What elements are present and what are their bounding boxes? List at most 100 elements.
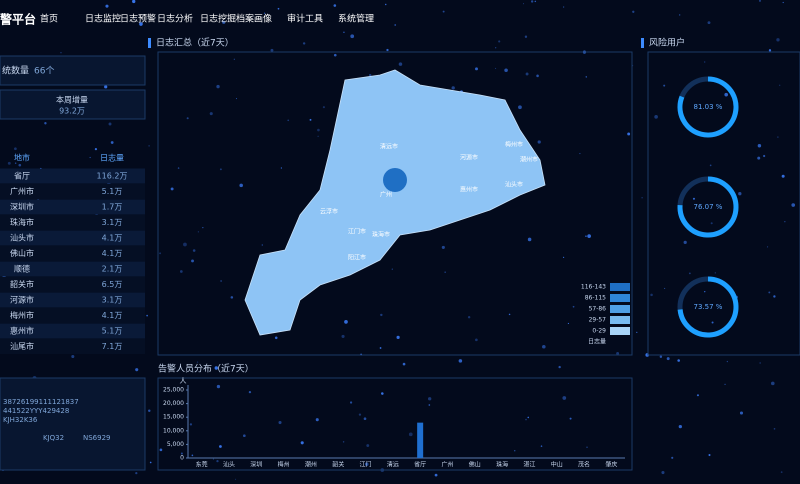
star bbox=[287, 119, 290, 122]
chart-title: 告警人员分布（近7天） bbox=[158, 363, 254, 375]
city-label: 梅州市 bbox=[505, 141, 523, 149]
star bbox=[261, 244, 263, 246]
city-label: 珠海市 bbox=[372, 231, 390, 239]
star bbox=[572, 305, 575, 308]
table-row bbox=[0, 308, 145, 323]
x-tick-label: 中山 bbox=[551, 461, 563, 469]
star bbox=[523, 3, 525, 5]
star bbox=[498, 40, 501, 43]
gauge-arc bbox=[677, 276, 739, 338]
table-row bbox=[0, 323, 145, 339]
star bbox=[650, 293, 653, 297]
brand: 警平台 bbox=[0, 12, 36, 27]
star bbox=[44, 122, 47, 125]
star bbox=[562, 6, 565, 8]
star bbox=[300, 441, 304, 445]
table-cell: 珠海市 bbox=[10, 217, 34, 227]
legend-swatch bbox=[610, 316, 630, 324]
star bbox=[191, 454, 194, 457]
star bbox=[495, 67, 497, 69]
star bbox=[369, 73, 372, 77]
table-cell: 5.1万 bbox=[102, 327, 123, 336]
star bbox=[202, 226, 204, 229]
city-label: 汕头市 bbox=[505, 181, 523, 189]
star bbox=[219, 168, 222, 171]
star bbox=[177, 167, 180, 169]
star bbox=[508, 313, 511, 316]
star bbox=[396, 335, 400, 339]
table-cell: 4.1万 bbox=[102, 249, 123, 258]
star bbox=[579, 153, 581, 155]
gauge-label: 81.03 % bbox=[694, 103, 723, 111]
star bbox=[219, 445, 222, 448]
gauge-label: 76.07 % bbox=[694, 203, 723, 211]
star bbox=[317, 135, 319, 137]
nav-item: 日志预警 bbox=[120, 13, 156, 25]
star bbox=[724, 92, 729, 97]
table-row bbox=[0, 168, 145, 184]
nav-item: 日志分析 bbox=[157, 13, 193, 25]
star bbox=[14, 162, 17, 164]
star bbox=[349, 401, 353, 404]
star bbox=[280, 167, 282, 169]
star bbox=[527, 416, 530, 419]
star bbox=[18, 163, 22, 167]
table-row bbox=[0, 246, 145, 261]
star bbox=[105, 4, 109, 8]
star bbox=[216, 459, 219, 463]
star bbox=[562, 396, 567, 400]
star bbox=[146, 314, 148, 317]
star bbox=[779, 84, 781, 86]
x-tick-label: 省厅 bbox=[414, 461, 426, 469]
star bbox=[350, 34, 355, 39]
star bbox=[366, 444, 370, 447]
star bbox=[134, 17, 136, 19]
legend-swatch bbox=[610, 283, 630, 291]
star bbox=[60, 51, 62, 54]
star bbox=[110, 141, 114, 144]
star bbox=[278, 420, 282, 425]
star bbox=[230, 296, 234, 299]
star bbox=[781, 174, 785, 178]
star bbox=[159, 448, 163, 452]
star bbox=[707, 21, 711, 25]
star bbox=[216, 384, 221, 389]
table-cell: 汕头市 bbox=[10, 233, 34, 243]
star bbox=[738, 192, 742, 196]
legend-swatch bbox=[610, 305, 630, 313]
table-header: 地市 bbox=[14, 153, 30, 163]
map-title: 日志汇总（近7天） bbox=[156, 37, 234, 49]
table-cell: 梅州市 bbox=[10, 310, 34, 320]
star bbox=[358, 413, 362, 416]
star bbox=[139, 22, 143, 26]
table-cell: 惠州市 bbox=[10, 326, 34, 336]
table-row bbox=[0, 339, 145, 354]
star bbox=[451, 86, 455, 90]
star bbox=[441, 245, 445, 250]
risk-title: 风险用户 bbox=[649, 37, 685, 49]
stat-value: 93.2万 bbox=[59, 107, 85, 116]
star bbox=[688, 272, 691, 275]
star bbox=[239, 183, 243, 188]
star bbox=[768, 49, 772, 52]
star bbox=[540, 445, 543, 447]
city-label: 清远市 bbox=[380, 143, 398, 151]
star bbox=[542, 344, 546, 349]
star bbox=[586, 446, 588, 448]
star bbox=[274, 336, 278, 340]
city-label: 惠州市 bbox=[460, 186, 478, 194]
star bbox=[135, 368, 139, 372]
x-tick-label: 深圳 bbox=[250, 461, 262, 469]
star bbox=[186, 117, 189, 120]
table-cell: 汕尾市 bbox=[10, 341, 34, 351]
star bbox=[704, 290, 706, 293]
marker bbox=[641, 38, 644, 48]
star bbox=[380, 313, 383, 317]
star bbox=[757, 143, 762, 148]
star bbox=[664, 287, 666, 289]
star bbox=[222, 20, 226, 24]
star bbox=[132, 0, 136, 4]
star bbox=[108, 122, 112, 126]
star bbox=[402, 362, 406, 366]
